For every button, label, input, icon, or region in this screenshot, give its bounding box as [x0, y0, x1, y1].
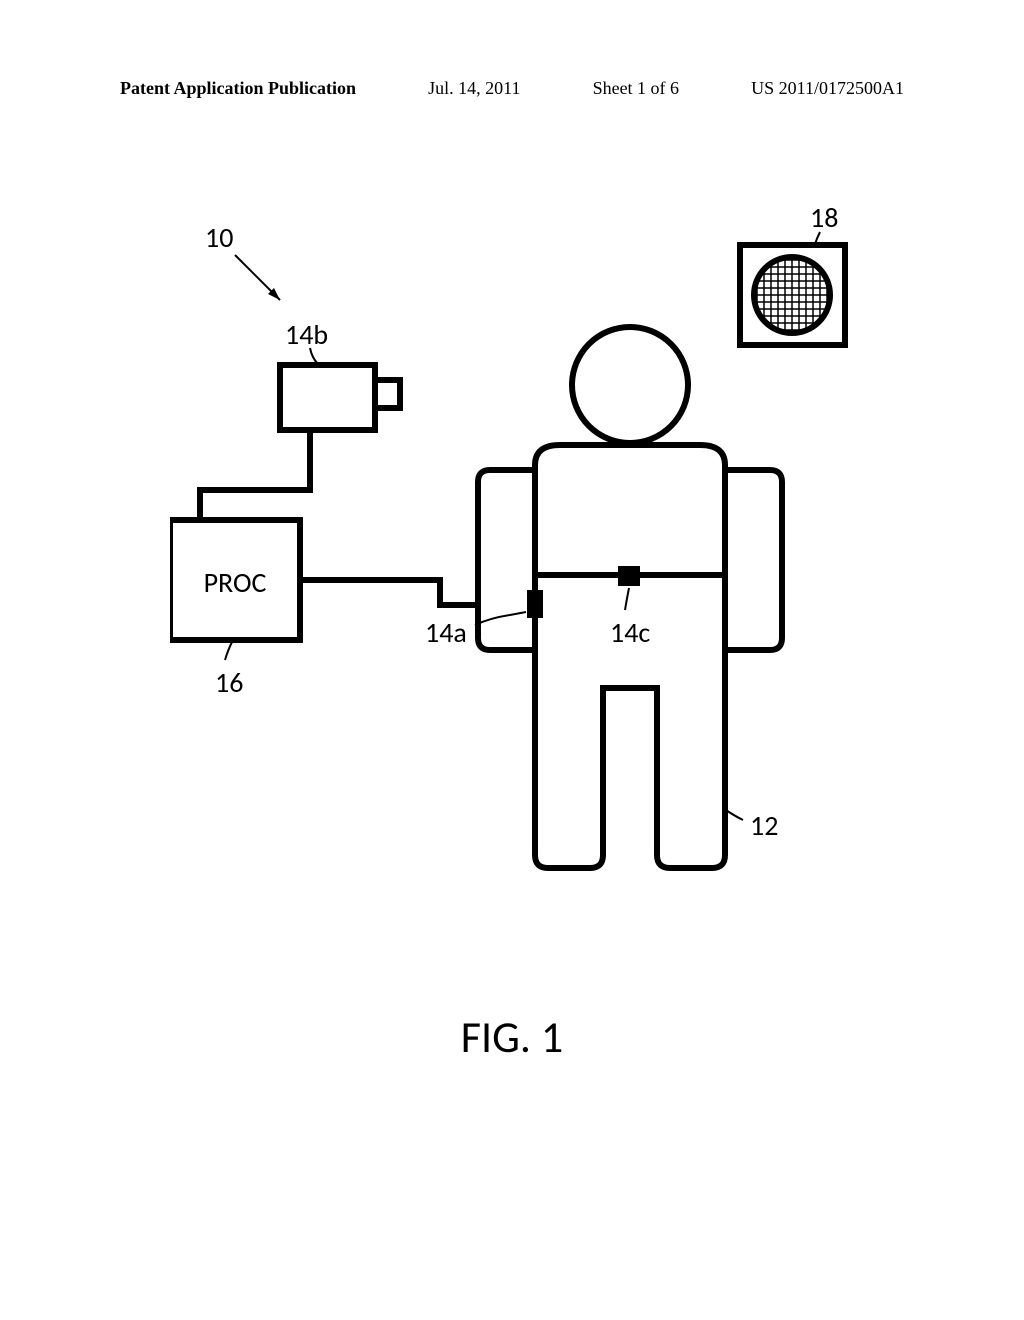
ref-18-label: 18 [810, 200, 838, 235]
ref-14b-label: 14b [285, 317, 328, 352]
ref-12-lead [726, 810, 743, 820]
figure-caption: FIG. 1 [170, 1010, 854, 1064]
sensor-14c [618, 566, 640, 586]
ref-12-label: 12 [750, 808, 778, 843]
camera-14b [280, 365, 400, 430]
hatched-unit-18 [740, 245, 845, 345]
ref-10-label: 10 [205, 220, 233, 255]
ref-16-lead [225, 642, 232, 660]
publication-number: US 2011/0172500A1 [751, 78, 904, 99]
proc-label: PROC [200, 565, 270, 600]
figure-1: 10 14b 18 14a 14c 16 12 PROC FIG. 1 [170, 220, 854, 1000]
publication-label: Patent Application Publication [120, 78, 356, 99]
ref-10-arrow [235, 255, 280, 300]
patent-header: Patent Application Publication Jul. 14, … [0, 78, 1024, 99]
figure-svg [170, 220, 854, 1000]
publication-date: Jul. 14, 2011 [428, 78, 520, 99]
person-12 [478, 327, 782, 868]
ref-14a-label: 14a [425, 615, 467, 650]
wire-proc-sensor [300, 580, 490, 605]
ref-16-label: 16 [215, 665, 243, 700]
wire-camera-proc [200, 430, 310, 520]
sheet-number: Sheet 1 of 6 [593, 78, 679, 99]
ref-14c-label: 14c [610, 615, 650, 650]
sensor-14a [527, 590, 543, 618]
